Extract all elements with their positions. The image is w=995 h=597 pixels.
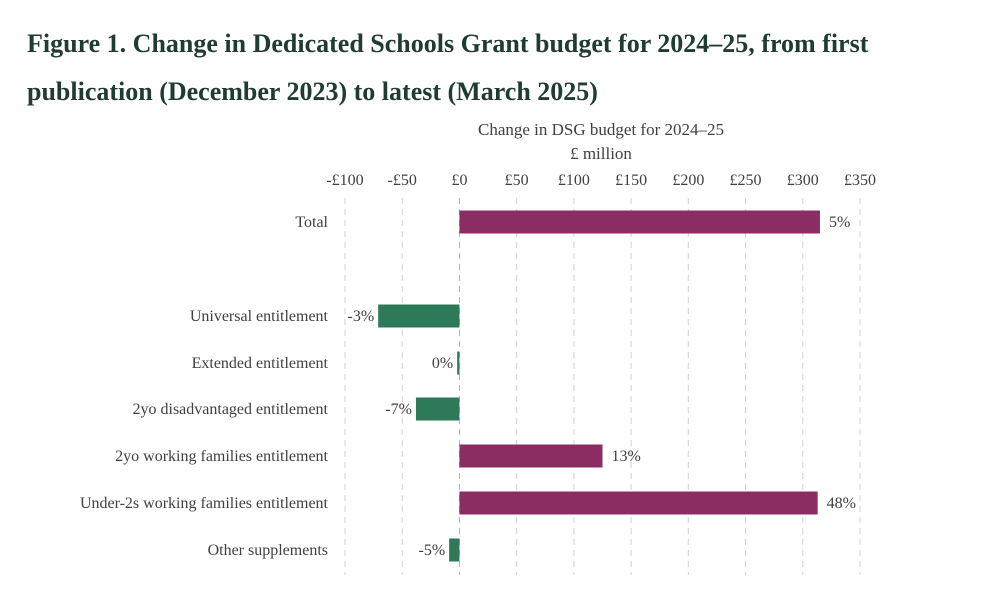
bars	[378, 210, 820, 562]
chart-subtitle: £ million	[570, 144, 632, 163]
x-tick-label: -£100	[326, 172, 363, 189]
data-labels: 5% -3% 0% -7% 13% 48% -5%	[348, 214, 856, 559]
bar	[449, 538, 460, 562]
bar	[415, 397, 460, 421]
category-label: 2yo working families entitlement	[115, 448, 328, 465]
data-label: -7%	[385, 401, 412, 418]
bar	[459, 491, 818, 515]
bar	[459, 210, 820, 234]
data-label: 48%	[827, 495, 856, 512]
category-label: Under-2s working families entitlement	[80, 495, 329, 512]
data-label: -3%	[348, 308, 375, 325]
category-label: Total	[295, 214, 328, 231]
category-label: Universal entitlement	[190, 308, 329, 325]
category-label: 2yo disadvantaged entitlement	[133, 401, 329, 418]
data-label: 0%	[432, 355, 453, 372]
x-tick-label: £150	[615, 172, 647, 189]
data-label: 13%	[612, 448, 641, 465]
x-tick-label: £200	[672, 172, 704, 189]
category-labels: Total Universal entitlement Extended entit…	[80, 214, 329, 559]
x-tick-label: £0	[451, 172, 467, 189]
x-tick-label: £250	[730, 172, 762, 189]
data-label: 5%	[829, 214, 850, 231]
x-tick-label: £50	[505, 172, 529, 189]
bar	[378, 304, 460, 328]
data-label: -5%	[418, 542, 445, 559]
x-tick-label: £300	[787, 172, 819, 189]
gridlines	[344, 198, 861, 575]
bar	[457, 351, 460, 375]
figure-title: Figure 1. Change in Dedicated Schools Gr…	[27, 29, 869, 106]
chart-title: Change in DSG budget for 2024–25	[478, 120, 724, 139]
x-axis-ticks: -£100 -£50 £0 £50 £100 £150 £200 £250 £300 £350	[326, 172, 876, 189]
category-label: Extended entitlement	[192, 355, 329, 372]
x-tick-label: -£50	[388, 172, 417, 189]
category-label: Other supplements	[208, 542, 328, 559]
x-tick-label: £100	[558, 172, 590, 189]
x-tick-label: £350	[844, 172, 876, 189]
bar	[459, 444, 603, 468]
